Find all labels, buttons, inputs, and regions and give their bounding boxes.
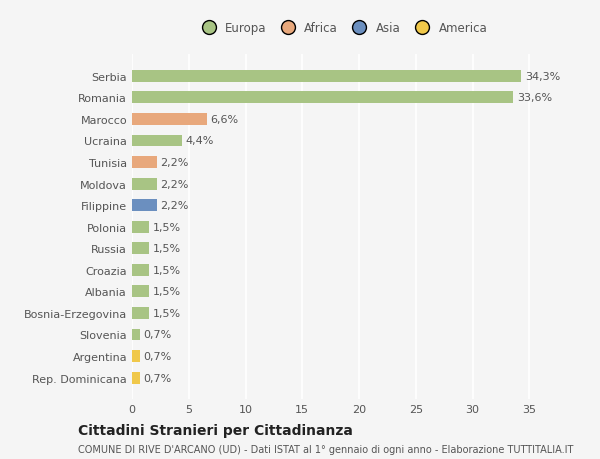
Text: 1,5%: 1,5% bbox=[152, 308, 181, 318]
Bar bbox=[132, 308, 149, 319]
Bar bbox=[132, 350, 140, 362]
Text: 6,6%: 6,6% bbox=[211, 115, 238, 125]
Text: 2,2%: 2,2% bbox=[160, 158, 189, 168]
Text: Cittadini Stranieri per Cittadinanza: Cittadini Stranieri per Cittadinanza bbox=[78, 423, 353, 437]
Text: 33,6%: 33,6% bbox=[517, 93, 552, 103]
Bar bbox=[132, 135, 182, 147]
Bar bbox=[132, 329, 140, 341]
Bar bbox=[132, 157, 157, 168]
Bar bbox=[132, 92, 514, 104]
Text: 34,3%: 34,3% bbox=[525, 72, 560, 82]
Text: COMUNE DI RIVE D'ARCANO (UD) - Dati ISTAT al 1° gennaio di ogni anno - Elaborazi: COMUNE DI RIVE D'ARCANO (UD) - Dati ISTA… bbox=[78, 444, 574, 454]
Bar bbox=[132, 114, 207, 126]
Text: 1,5%: 1,5% bbox=[152, 287, 181, 297]
Text: 2,2%: 2,2% bbox=[160, 179, 189, 189]
Text: 1,5%: 1,5% bbox=[152, 222, 181, 232]
Bar bbox=[132, 264, 149, 276]
Bar bbox=[132, 221, 149, 233]
Legend: Europa, Africa, Asia, America: Europa, Africa, Asia, America bbox=[194, 20, 490, 37]
Text: 1,5%: 1,5% bbox=[152, 265, 181, 275]
Bar bbox=[132, 243, 149, 255]
Bar bbox=[132, 71, 521, 83]
Bar bbox=[132, 372, 140, 384]
Text: 2,2%: 2,2% bbox=[160, 201, 189, 211]
Text: 0,7%: 0,7% bbox=[143, 373, 172, 383]
Text: 4,4%: 4,4% bbox=[185, 136, 214, 146]
Text: 0,7%: 0,7% bbox=[143, 351, 172, 361]
Bar bbox=[132, 286, 149, 297]
Bar bbox=[132, 178, 157, 190]
Text: 1,5%: 1,5% bbox=[152, 244, 181, 254]
Text: 0,7%: 0,7% bbox=[143, 330, 172, 340]
Bar bbox=[132, 200, 157, 212]
